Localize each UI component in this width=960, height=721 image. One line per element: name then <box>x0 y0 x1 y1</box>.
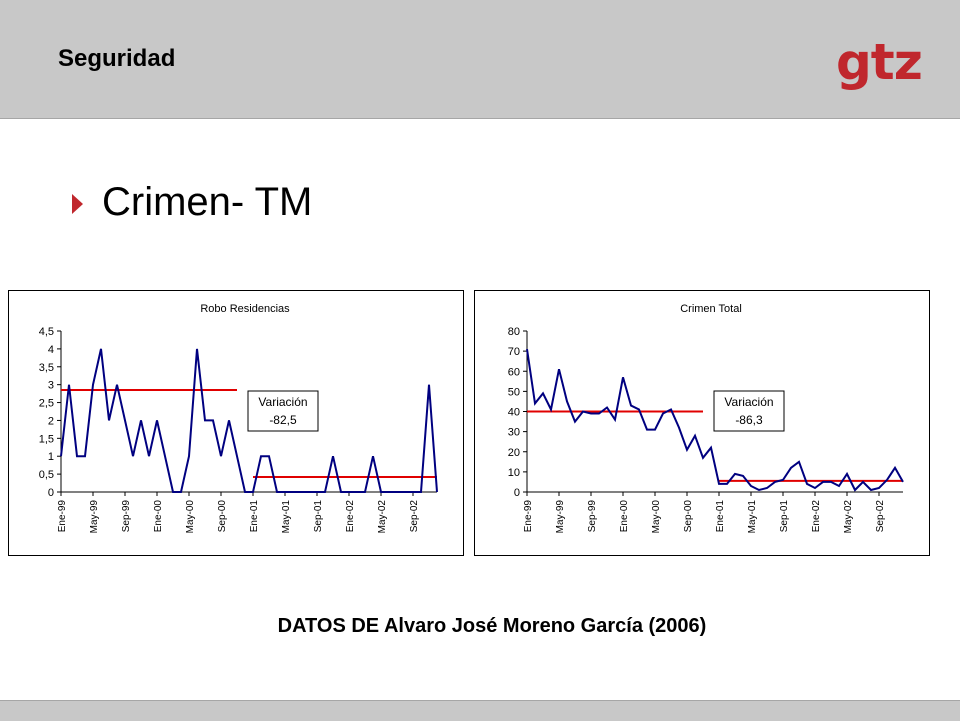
x-tick-label: May-02 <box>843 500 854 534</box>
variation-label: Variación <box>258 395 307 409</box>
variation-value: -82,5 <box>269 413 297 427</box>
x-tick-label: May-01 <box>747 500 758 534</box>
y-tick-label: 3 <box>48 380 54 392</box>
chart-title: Robo Residencias <box>200 303 290 315</box>
data-source-footnote: DATOS DE Alvaro José Moreno García (2006… <box>277 615 707 637</box>
x-tick-label: May-02 <box>377 500 388 534</box>
variation-label: Variación <box>724 395 773 409</box>
x-tick-label: May-01 <box>281 500 292 534</box>
x-tick-label: Sep-01 <box>779 500 790 533</box>
chart-svg-2: Crimen Total 0 10 20 30 40 50 60 70 80 Ene-99 May-9… <box>508 303 904 534</box>
y-tick-label: 0 <box>48 487 54 499</box>
x-tick-label: Ene-01 <box>249 500 260 533</box>
y-tick-label: 40 <box>508 407 520 419</box>
x-tick-label: Ene-02 <box>811 500 822 533</box>
footer-bar <box>0 700 960 721</box>
y-tick-label: 10 <box>508 467 520 479</box>
series-line <box>60 348 438 493</box>
x-tick-label: May-00 <box>651 500 662 534</box>
x-tick-label: Sep-99 <box>587 500 598 533</box>
y-tick-label: 80 <box>508 326 520 338</box>
x-tick-label: Sep-02 <box>875 500 886 533</box>
y-tick-label: 4 <box>48 344 54 356</box>
x-tick-label: Ene-99 <box>523 500 534 533</box>
x-tick-label: Sep-02 <box>409 500 420 533</box>
x-tick-label: May-99 <box>89 500 100 534</box>
x-tick-label: Sep-00 <box>217 500 228 533</box>
x-tick-label: Ene-99 <box>57 500 68 533</box>
y-tick-label: 0,5 <box>39 469 54 481</box>
y-tick-label: 1 <box>48 451 54 463</box>
x-tick-label: Ene-00 <box>153 500 164 533</box>
x-tick-label: Ene-00 <box>619 500 630 533</box>
y-tick-label: 2 <box>48 415 54 427</box>
y-tick-label: 3,5 <box>39 362 54 374</box>
bullet-text: Crimen- TM <box>102 180 313 224</box>
gtz-logo: gtz <box>836 33 923 91</box>
y-tick-label: 2,5 <box>39 398 54 410</box>
variation-box <box>713 390 785 432</box>
series-line <box>526 348 904 492</box>
x-tick-label: Ene-02 <box>345 500 356 533</box>
chart-crimen-total: Crimen Total 0 10 20 30 40 50 60 70 80 Ene-99 May-9… <box>474 290 930 556</box>
y-tick-label: 20 <box>508 447 520 459</box>
y-tick-label: 70 <box>508 346 520 358</box>
y-tick-label: 0 <box>514 487 520 499</box>
x-tick-label: May-00 <box>185 500 196 534</box>
y-tick-label: 30 <box>508 427 520 439</box>
x-tick-label: Sep-99 <box>121 500 132 533</box>
chart-title: Crimen Total <box>680 303 742 315</box>
y-tick-label: 50 <box>508 386 520 398</box>
triangle-right-icon <box>72 194 83 214</box>
x-tick-label: May-99 <box>555 500 566 534</box>
y-tick-label: 4,5 <box>39 326 54 338</box>
header-title: Seguridad <box>58 45 176 72</box>
variation-box <box>247 390 319 432</box>
y-tick-label: 60 <box>508 366 520 378</box>
header-bar: Seguridad gtz <box>0 0 960 119</box>
x-tick-label: Sep-00 <box>683 500 694 533</box>
y-tick-label: 1,5 <box>39 433 54 445</box>
x-tick-label: Ene-01 <box>715 500 726 533</box>
x-tick-label: Sep-01 <box>313 500 324 533</box>
chart-robo-residencias: Robo Residencias 0 0,5 1 1,5 2 2,5 3 3,5 4 4,5 Ene-… <box>8 290 464 556</box>
variation-value: -86,3 <box>735 413 763 427</box>
chart-svg-1: Robo Residencias 0 0,5 1 1,5 2 2,5 3 3,5 4 4,5 Ene-… <box>39 303 438 534</box>
